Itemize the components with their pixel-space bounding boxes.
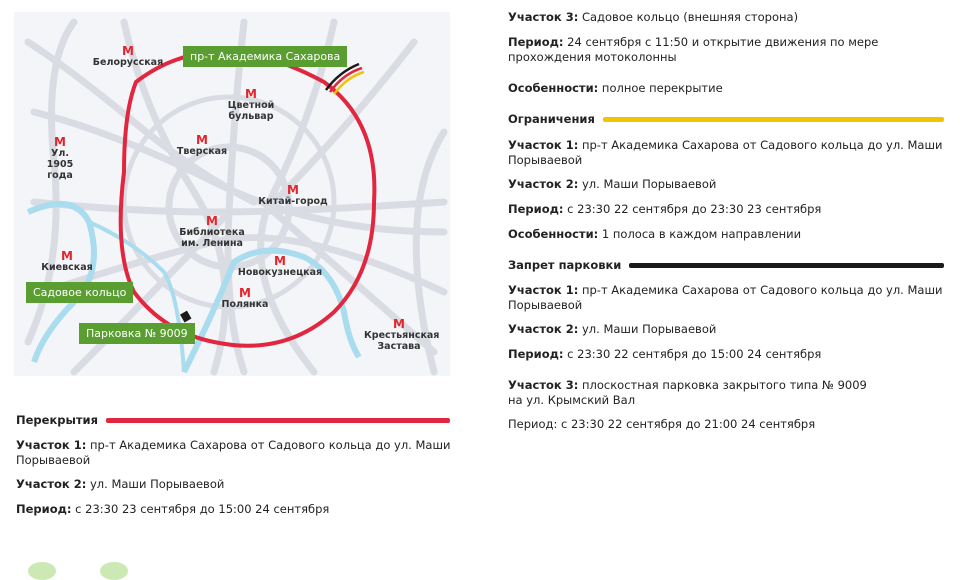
closure-period: Период: с 23:30 23 сентября до 15:00 24 … (16, 502, 330, 516)
station-novokuznetskaya: М Новокузнецкая (237, 254, 323, 278)
restrictions-heading: Ограничения (508, 112, 944, 126)
station-krestyanskaya: М Крестьянская Застава (364, 317, 440, 352)
station-belorusskaya: М Белорусская (92, 44, 164, 68)
restriction-period: Период: с 23:30 22 сентября до 23:30 23 … (508, 202, 822, 216)
restriction-features: Особенности: 1 полоса в каждом направлен… (508, 227, 802, 241)
map: М Белорусская М Цветной бульвар М Ул. 1905 … (14, 12, 450, 376)
section3-features: Особенности: полное перекрытие (508, 81, 723, 95)
section3-period: Период: 24 сентября с 11:50 и открытие д… (508, 35, 879, 64)
restriction-item-2: Участок 2: ул. Маши Порываевой (508, 177, 717, 191)
station-polyanka: М Полянка (221, 286, 269, 310)
closure-item-1: Участок 1: пр-т Академика Сахарова от Са… (16, 438, 451, 467)
closures-heading: Перекрытия (16, 413, 450, 427)
restriction-item-1: Участок 1: пр-т Академика Сахарова от Са… (508, 138, 943, 167)
station-tsvetnoy: М Цветной бульвар (227, 87, 275, 122)
station-kievskaya: М Киевская (41, 249, 93, 273)
decor-blob (28, 562, 56, 580)
parking-item-1: Участок 1: пр-т Академика Сахарова от Са… (508, 283, 943, 312)
parking-icon (180, 310, 192, 323)
sakharova-lines (324, 62, 365, 95)
parking-item-3-period: Период: с 23:30 22 сентября до 21:00 24 … (508, 417, 816, 431)
station-kitay-gorod: М Китай-город (258, 183, 328, 207)
tag-sadovoe: Садовое кольцо (26, 282, 134, 303)
closure-item-2: Участок 2: ул. Маши Порываевой (16, 477, 225, 491)
station-tverskaya: М Тверская (176, 133, 228, 157)
tag-parking: Парковка № 9009 (79, 323, 195, 344)
tag-sakharova: пр-т Академика Сахарова (183, 46, 348, 67)
parking-title: Запрет парковки (508, 258, 622, 272)
closure-ring (118, 50, 377, 348)
section3: Участок 3: Садовое кольцо (внешняя сторо… (508, 10, 799, 24)
restrictions-title: Ограничения (508, 112, 595, 126)
parking-item-3: Участок 3: плоскостная парковка закрытог… (508, 378, 867, 407)
closure-legend-line (106, 417, 450, 423)
station-1905: М Ул. 1905 года (46, 135, 74, 181)
decor-blob (100, 562, 128, 580)
closures-title: Перекрытия (16, 413, 98, 427)
restriction-legend-line (602, 116, 944, 122)
station-lenin-library: М Библиотека им. Ленина (179, 214, 245, 249)
parking-item-2: Участок 2: ул. Маши Порываевой (508, 322, 717, 336)
parking-legend-line (629, 262, 944, 268)
parking-heading: Запрет парковки (508, 258, 944, 272)
parking-period: Период: с 23:30 22 сентября до 15:00 24 … (508, 347, 822, 361)
